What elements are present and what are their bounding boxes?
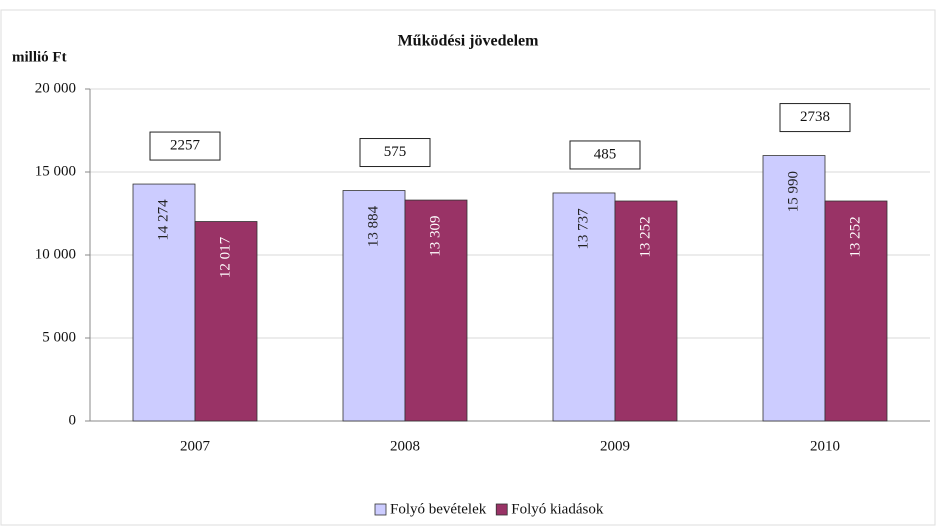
y-tick-label: 20 000 (35, 80, 76, 96)
x-tick-label: 2008 (390, 438, 420, 454)
x-tick-label: 2009 (600, 438, 630, 454)
bar (342, 190, 406, 422)
value-label: 14 274 (155, 199, 171, 241)
bar (824, 200, 888, 422)
annotation-box (149, 131, 221, 161)
legend-swatch (374, 503, 387, 516)
legend-label: Folyó kiadások (511, 501, 604, 517)
x-tick-label: 2007 (180, 438, 211, 454)
annotation: 575 (384, 144, 407, 160)
x-tick-label: 2010 (810, 438, 840, 454)
bar (194, 221, 258, 422)
value-label: 13 884 (365, 205, 381, 247)
annotation: 2738 (800, 109, 830, 125)
value-label: 13 737 (575, 208, 591, 250)
bar (404, 199, 468, 422)
y-tick-label: 5 000 (42, 329, 76, 345)
annotation-box (359, 138, 431, 168)
bar (552, 192, 616, 422)
bar (614, 200, 678, 422)
value-label: 15 990 (785, 171, 801, 212)
bar (132, 183, 196, 422)
chart-title: Működési jövedelem (398, 33, 540, 50)
y-tick-label: 15 000 (35, 163, 76, 179)
value-label: 12 017 (217, 236, 233, 278)
annotation: 485 (594, 146, 617, 162)
value-label: 13 309 (427, 215, 443, 256)
legend-swatch (495, 503, 508, 516)
annotation: 2257 (170, 137, 201, 153)
annotation-box (779, 103, 851, 133)
legend-label: Folyó bevételek (390, 501, 487, 517)
y-axis-label: millió Ft (12, 49, 67, 65)
bar (762, 155, 826, 422)
value-label: 13 252 (847, 216, 863, 257)
value-label: 13 252 (637, 216, 653, 257)
y-tick-label: 0 (69, 412, 77, 428)
annotation-box (569, 140, 641, 170)
y-tick-label: 10 000 (35, 246, 76, 262)
